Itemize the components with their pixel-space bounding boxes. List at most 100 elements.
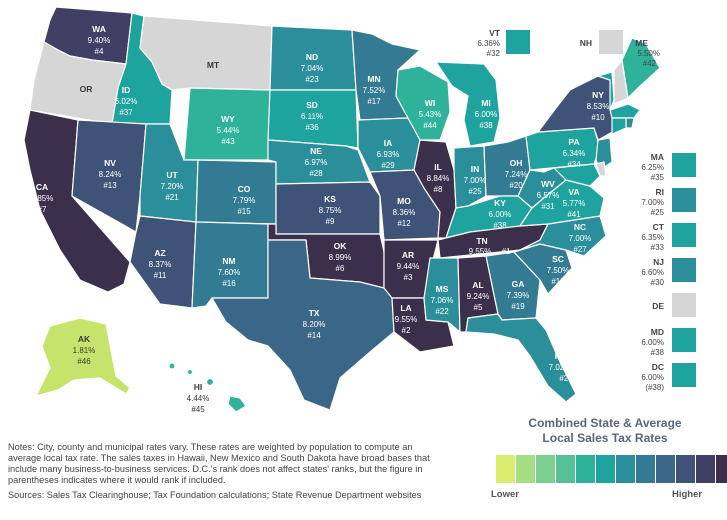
state-AK[interactable] [35, 317, 131, 397]
label-rank: #46 [77, 357, 91, 366]
label-name: VT [489, 28, 501, 38]
label-rate: 8.75% [319, 206, 342, 215]
label-DE: DE [652, 301, 664, 311]
label-name: GA [512, 279, 525, 289]
legend-title-line2: Local Sales Tax Rates [542, 431, 668, 445]
label-ID: ID 6.02% #37 [115, 85, 138, 117]
label-name: CO [238, 184, 251, 194]
label-HI: HI 4.44% #45 [187, 382, 210, 414]
label-IA: IA 6.93% #29 [377, 138, 400, 170]
label-name: MD [651, 327, 664, 337]
label-rank: #21 [165, 193, 179, 202]
label-name: HI [194, 382, 203, 392]
label-rate: 8.99% [329, 253, 352, 262]
label-CT: CT 6.35% #33 [641, 222, 664, 252]
label-rate: 7.20% [161, 182, 184, 191]
state-HI[interactable] [227, 395, 247, 413]
label-rank: #4 [95, 47, 104, 56]
box-NH[interactable] [599, 30, 623, 54]
label-rank: #2 [402, 326, 411, 335]
label-MA: MA 6.25% #35 [641, 152, 664, 182]
label-rate: 7.06% [431, 296, 454, 305]
label-rank: #16 [222, 279, 236, 288]
label-rank: #25 [651, 208, 665, 217]
state-DE[interactable] [595, 161, 607, 177]
box-CT[interactable] [672, 223, 696, 247]
state-VT[interactable] [597, 71, 615, 111]
label-name: KS [324, 194, 336, 204]
label-rank: #37 [119, 108, 133, 117]
label-name: MI [481, 98, 490, 108]
label-name: MT [207, 60, 220, 70]
state-NC[interactable] [519, 215, 607, 257]
state-ME[interactable] [621, 37, 661, 99]
box-MA[interactable] [672, 153, 696, 177]
legend-swatch [516, 455, 535, 483]
label-MI: MI 6.00% #38 [475, 98, 498, 130]
state-WI[interactable] [395, 65, 451, 141]
label-rank: #29 [381, 161, 395, 170]
label-rate: 5.44% [217, 126, 240, 135]
box-VT[interactable] [506, 30, 530, 54]
label-NC: NC 7.00% #27 [569, 222, 592, 254]
box-DE[interactable] [672, 293, 696, 317]
label-name: TN [476, 236, 487, 246]
label-DC: DC 6.00% (#38) [641, 362, 664, 392]
label-KS: KS 8.75% #9 [319, 194, 342, 226]
state-NV[interactable] [71, 119, 147, 233]
box-NJ[interactable] [672, 258, 696, 282]
label-name: NC [574, 222, 586, 232]
label-rate: 6.60% [641, 268, 664, 277]
label-rate: 9.44% [397, 262, 420, 271]
state-MT[interactable] [139, 15, 273, 91]
label-CO: CO 7.79% #15 [233, 184, 256, 216]
label-rank: #45 [191, 405, 205, 414]
state-CO[interactable] [195, 159, 277, 225]
label-rate: 8.24% [99, 170, 122, 179]
label-AL: AL 9.24% #5 [467, 280, 490, 312]
state-NJ[interactable] [595, 137, 613, 171]
label-rank: #28 [309, 169, 323, 178]
label-name: NE [310, 146, 322, 156]
label-KY: KY 6.00% #38 [489, 198, 512, 230]
label-rank: #15 [237, 207, 251, 216]
label-rate: 8.85% [31, 194, 54, 203]
label-name: KY [494, 198, 506, 208]
state-MD[interactable] [553, 163, 601, 187]
label-rank: #17 [367, 97, 381, 106]
label-WA: WA 9.40% #4 [88, 24, 111, 56]
label-rate: 7.04% [301, 64, 324, 73]
label-rank: #31 [541, 202, 555, 211]
label-rate: 7.52% [363, 86, 386, 95]
state-MS[interactable] [423, 257, 461, 333]
label-name: SD [306, 100, 318, 110]
label-rate: 7.50% [547, 266, 570, 275]
state-WY[interactable] [183, 87, 271, 161]
label-rank: #22 [435, 307, 449, 316]
label-OR: OR [80, 84, 93, 94]
state-TX[interactable] [211, 239, 395, 411]
label-name: AR [402, 250, 414, 260]
label-rate: 7.60% [218, 268, 241, 277]
label-RI: RI 7.00% #25 [641, 187, 664, 217]
label-name: MS [436, 284, 449, 294]
state-RI[interactable] [625, 117, 635, 129]
legend-high-label: Higher [672, 489, 703, 500]
label-name: CA [36, 182, 48, 192]
label-rate: 6.00% [641, 338, 664, 347]
box-RI[interactable] [672, 188, 696, 212]
label-name: IL [434, 162, 442, 172]
label-name: MA [651, 152, 664, 162]
state-SD[interactable] [267, 89, 359, 149]
state-NH[interactable] [613, 59, 629, 105]
state-IL[interactable] [413, 139, 457, 239]
label-name: CT [653, 222, 665, 232]
state-MI[interactable] [435, 61, 501, 147]
state-CT[interactable] [611, 117, 627, 135]
box-MD[interactable] [672, 328, 696, 352]
label-name: ID [122, 85, 131, 95]
state-MA[interactable] [609, 103, 641, 119]
box-DC[interactable] [672, 363, 696, 387]
legend-swatch [576, 455, 595, 483]
state-FL[interactable] [465, 313, 577, 403]
